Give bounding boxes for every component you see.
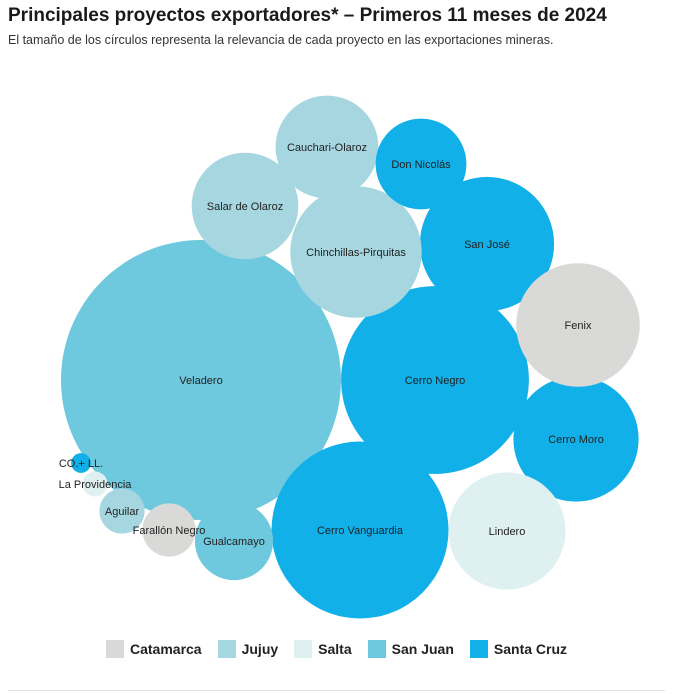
bubble-label-la-providencia: La Providencia xyxy=(59,479,133,491)
bubble-fenix xyxy=(516,263,640,387)
bubble-farallon-negro xyxy=(142,503,196,557)
legend-swatch xyxy=(469,640,488,658)
legend-item-santa-cruz: Santa Cruz xyxy=(469,640,568,658)
bubble-label-chinchillas-pirquitas: Chinchillas-Pirquitas xyxy=(306,247,406,259)
bubble-san-jose xyxy=(419,176,555,312)
bubble-label-san-jose: San José xyxy=(464,239,510,251)
bubble-label-co-ll: CO.+ LL. xyxy=(59,458,103,470)
bubble-label-lindero: Lindero xyxy=(489,526,526,538)
bubble-salar-de-olaroz xyxy=(191,152,299,260)
bubble-label-don-nicolas: Don Nicolás xyxy=(391,159,451,171)
bubble-cauchari-olaroz xyxy=(275,95,379,199)
legend-label: Santa Cruz xyxy=(493,641,568,657)
legend-label: Jujuy xyxy=(241,641,279,657)
bottom-divider xyxy=(8,690,665,691)
bubble-label-gualcamayo: Gualcamayo xyxy=(203,536,265,548)
legend-label: Catamarca xyxy=(129,641,202,657)
legend-swatch xyxy=(367,640,386,658)
legend-item-jujuy: Jujuy xyxy=(217,640,279,658)
bubble-label-cerro-negro: Cerro Negro xyxy=(405,375,466,387)
bubble-cerro-moro xyxy=(513,376,639,502)
legend-label: San Juan xyxy=(391,641,454,657)
bubble-cerro-negro xyxy=(341,286,529,474)
legend-swatch xyxy=(105,640,124,658)
legend-item-san-juan: San Juan xyxy=(367,640,454,658)
bubble-aguilar xyxy=(99,488,145,534)
legend-item-catamarca: Catamarca xyxy=(105,640,202,658)
bubble-co-ll xyxy=(71,453,91,473)
legend-item-salta: Salta xyxy=(294,640,352,658)
bubble-la-providencia xyxy=(82,471,108,497)
legend-label: Salta xyxy=(318,641,352,657)
bubble-don-nicolas xyxy=(375,118,467,210)
bubble-lindero xyxy=(448,472,566,590)
bubble-chinchillas-pirquitas xyxy=(290,186,422,318)
legend-swatch xyxy=(217,640,236,658)
bubble-label-aguilar: Aguilar xyxy=(105,506,140,518)
bubble-label-farallon-negro: Farallón Negro xyxy=(133,525,206,537)
bubble-label-cauchari-olaroz: Cauchari-Olaroz xyxy=(287,142,367,154)
chart-title: Principales proyectos exportadores* – Pr… xyxy=(8,5,607,26)
chart-subtitle: El tamaño de los círculos representa la … xyxy=(8,33,554,47)
bubble-label-cerro-moro: Cerro Moro xyxy=(548,434,604,446)
legend-swatch xyxy=(294,640,313,658)
bubble-label-veladero: Veladero xyxy=(179,375,222,387)
bubble-label-salar-de-olaroz: Salar de Olaroz xyxy=(207,201,283,213)
bubble-label-fenix: Fenix xyxy=(565,320,592,332)
bubble-gualcamayo xyxy=(194,501,274,581)
bubble-cerro-vanguardia xyxy=(271,441,449,619)
chart-legend: Catamarca Jujuy Salta San Juan Santa Cruz xyxy=(0,640,673,658)
bubble-label-cerro-vanguardia: Cerro Vanguardia xyxy=(317,525,404,537)
bubble-veladero xyxy=(61,240,341,520)
